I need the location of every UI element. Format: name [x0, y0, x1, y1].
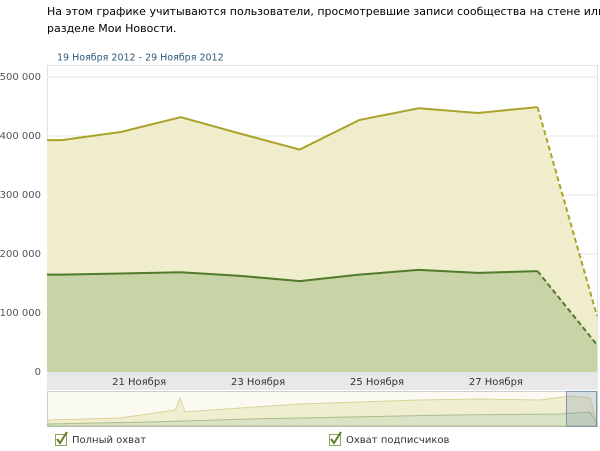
description: разделе Мои Новости. [47, 22, 176, 35]
check-mark [330, 431, 342, 445]
navigator-selection[interactable] [566, 391, 597, 427]
y-tick-label: 0 [35, 367, 41, 378]
area-fill [47, 269, 597, 372]
series-line [47, 106, 538, 151]
description: На этом графике учитываются пользователи… [47, 5, 600, 18]
y-tick-label: 200 000 [0, 249, 41, 260]
series-line [47, 268, 538, 283]
x-tick-label: 23 Ноября [231, 377, 285, 388]
legend-label[interactable]: Охват подписчиков [346, 435, 449, 446]
legend: Полный охват Охват подписчиков [55, 431, 449, 446]
check-mark [56, 431, 68, 445]
x-tick-label: 21 Ноября [112, 377, 166, 388]
y-tick-label: 500 000 [0, 72, 41, 83]
x-tick-label: 27 Ноября [469, 377, 523, 388]
y-tick-label: 400 000 [0, 131, 41, 142]
y-tick-label: 300 000 [0, 190, 41, 201]
x-tick-label: 25 Ноября [350, 377, 404, 388]
y-tick-label: 100 000 [0, 308, 41, 319]
navigator [47, 391, 598, 427]
navigator-area [47, 411, 597, 427]
date-range: 19 Ноября 2012 - 29 Ноября 2012 [57, 53, 224, 64]
series-line-dashed [536, 106, 598, 317]
x-axis-band [47, 373, 598, 390]
legend-label[interactable]: Полный охват [72, 435, 146, 446]
